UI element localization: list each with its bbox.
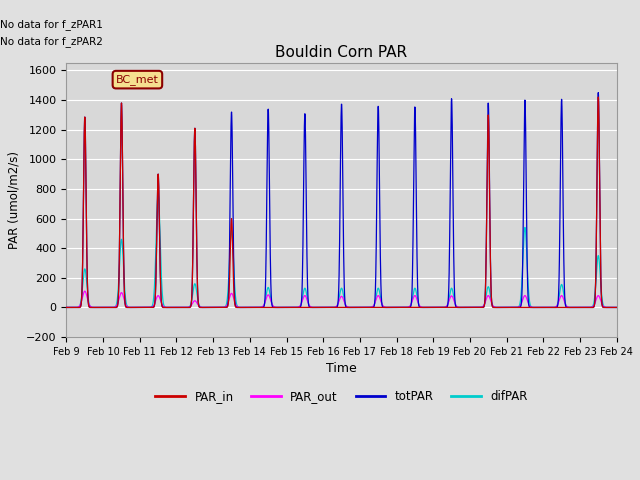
Text: No data for f_zPAR1: No data for f_zPAR1	[1, 19, 103, 30]
Y-axis label: PAR (umol/m2/s): PAR (umol/m2/s)	[8, 151, 20, 249]
Text: No data for f_zPAR2: No data for f_zPAR2	[1, 36, 103, 47]
Title: Bouldin Corn PAR: Bouldin Corn PAR	[275, 46, 408, 60]
X-axis label: Time: Time	[326, 362, 357, 375]
Legend: PAR_in, PAR_out, totPAR, difPAR: PAR_in, PAR_out, totPAR, difPAR	[151, 385, 532, 408]
Text: BC_met: BC_met	[116, 74, 159, 85]
